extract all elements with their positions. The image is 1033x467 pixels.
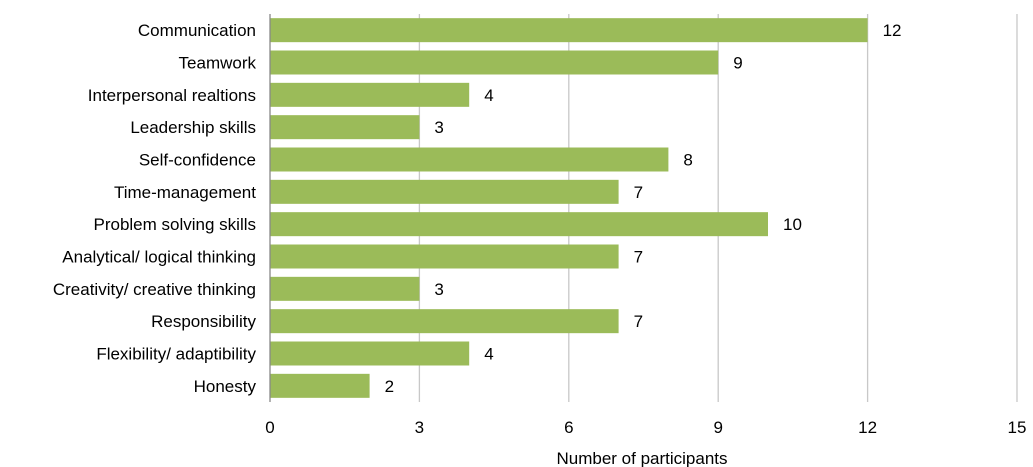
x-tick-label: 12 bbox=[858, 418, 877, 437]
bar bbox=[270, 373, 370, 398]
data-label: 4 bbox=[484, 345, 493, 364]
data-label: 2 bbox=[385, 377, 394, 396]
bar bbox=[270, 212, 768, 237]
bar bbox=[270, 18, 868, 43]
data-label: 3 bbox=[434, 280, 443, 299]
category-label: Responsibility bbox=[151, 312, 256, 331]
bar bbox=[270, 244, 619, 269]
category-label: Time-management bbox=[114, 183, 256, 202]
gridlines bbox=[418, 14, 1018, 402]
category-label: Analytical/ logical thinking bbox=[62, 248, 256, 267]
data-label: 3 bbox=[434, 118, 443, 137]
category-label: Teamwork bbox=[179, 54, 257, 73]
data-label: 7 bbox=[634, 312, 643, 331]
category-label: Problem solving skills bbox=[94, 215, 257, 234]
category-label: Interpersonal realtions bbox=[88, 86, 256, 105]
bar bbox=[270, 115, 420, 140]
bar bbox=[270, 276, 420, 301]
data-label: 10 bbox=[783, 215, 802, 234]
x-tick-label: 15 bbox=[1008, 418, 1027, 437]
x-tick-label: 0 bbox=[265, 418, 274, 437]
data-label: 4 bbox=[484, 86, 493, 105]
bar bbox=[270, 147, 669, 172]
category-label: Honesty bbox=[194, 377, 257, 396]
category-label: Leadership skills bbox=[130, 118, 256, 137]
data-label: 8 bbox=[683, 151, 692, 170]
bar bbox=[270, 341, 470, 366]
labels: 0 3 6 9 12 15 Communication 12 Teamwork 9 Interper… bbox=[53, 21, 1027, 437]
category-label: Flexibility/ adaptibility bbox=[96, 345, 256, 364]
x-tick-label: 3 bbox=[415, 418, 424, 437]
category-label: Communication bbox=[138, 21, 256, 40]
data-label: 12 bbox=[883, 21, 902, 40]
data-label: 7 bbox=[634, 183, 643, 202]
bar bbox=[270, 82, 470, 107]
data-label: 7 bbox=[634, 248, 643, 267]
x-tick-label: 9 bbox=[713, 418, 722, 437]
bar bbox=[270, 50, 719, 75]
bar bbox=[270, 179, 619, 204]
x-axis-title: Number of participants bbox=[556, 449, 727, 467]
category-label: Self-confidence bbox=[139, 151, 256, 170]
x-tick-label: 6 bbox=[564, 418, 573, 437]
bars bbox=[270, 18, 868, 398]
category-label: Creativity/ creative thinking bbox=[53, 280, 256, 299]
data-label: 9 bbox=[733, 54, 742, 73]
bar bbox=[270, 309, 619, 334]
